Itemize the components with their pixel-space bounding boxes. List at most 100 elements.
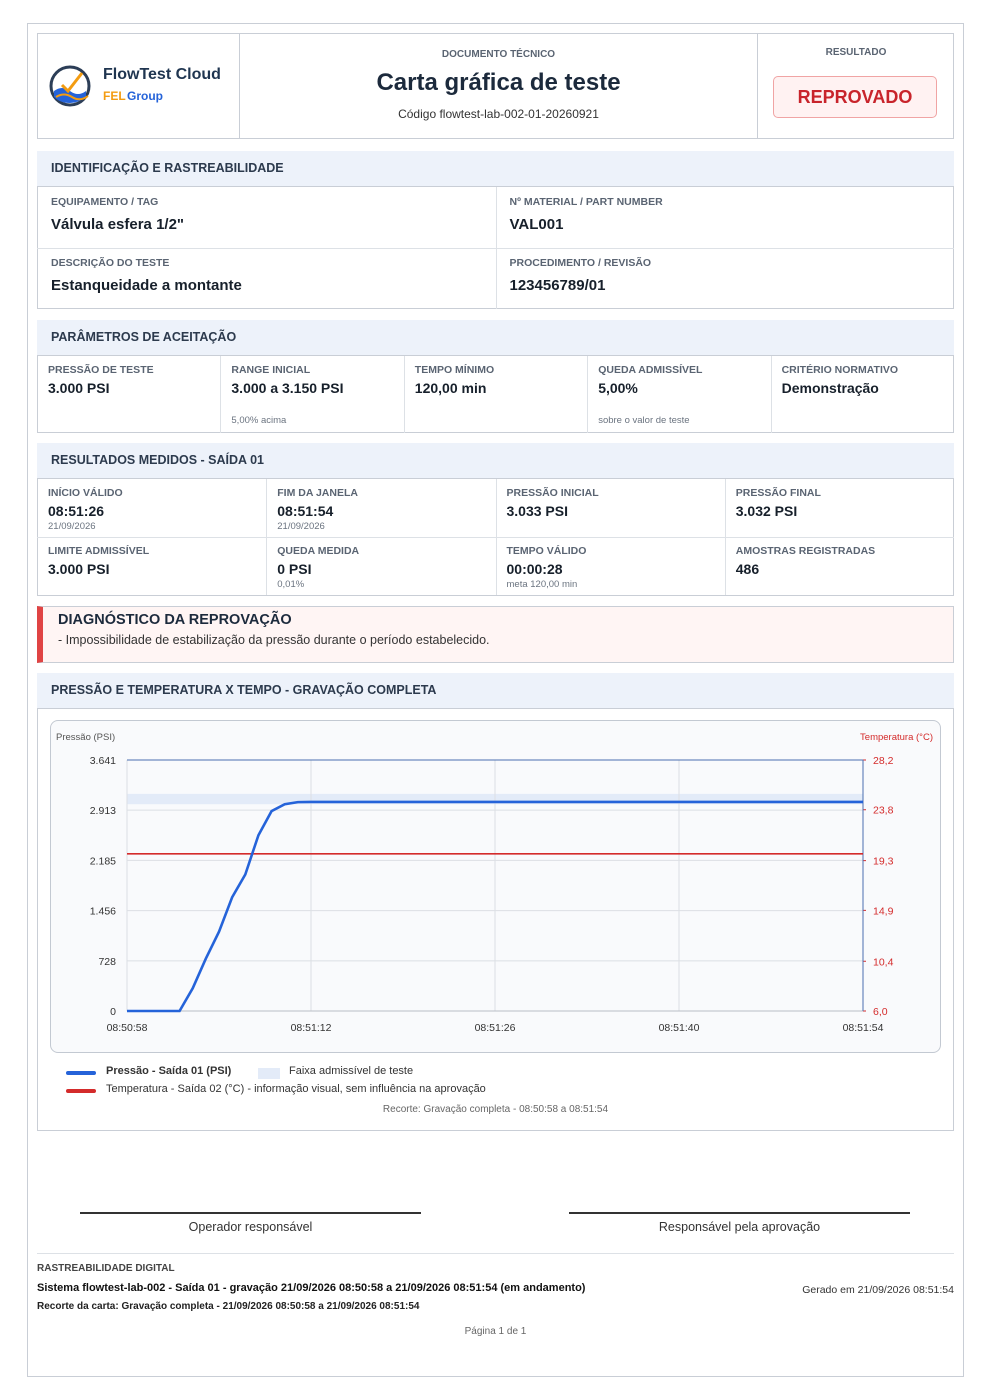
y2-tick-label: 19,3 [873, 856, 894, 868]
signature-label: Responsável pela aprovação [658, 1220, 821, 1234]
footer-title: RASTREABILIDADE DIGITAL [37, 1263, 175, 1274]
diagnosis-text: - Impossibilidade de estabilização da pr… [58, 633, 490, 647]
field-value: Estanqueidade a montante [51, 277, 242, 294]
field-label: TEMPO MÍNIMO [414, 364, 495, 376]
field-value: 3.000 PSI [48, 380, 110, 396]
header-box [37, 33, 954, 139]
field-label: PRESSÃO DE TESTE [48, 364, 154, 376]
y-tick-label: 0 [110, 1006, 116, 1018]
x-tick-label: 08:51:40 [659, 1022, 700, 1034]
field-label: Nº MATERIAL / PART NUMBER [509, 196, 663, 208]
field-value: 3.000 PSI [48, 561, 110, 577]
field-note: 21/09/2026 [277, 521, 325, 532]
field-value: 3.032 PSI [735, 503, 798, 519]
field-value: 08:51:54 [277, 503, 334, 519]
field-label: QUEDA ADMISSÍVEL [598, 364, 703, 376]
doc-title: Carta gráfica de teste [376, 69, 621, 96]
y-tick-label: 1.456 [90, 906, 116, 918]
field-label: PRESSÃO INICIAL [506, 487, 599, 499]
footer-generated: Gerado em 21/09/2026 08:51:54 [802, 1284, 954, 1296]
result-label: RESULTADO [825, 47, 887, 58]
footer-cut: Recorte da carta: Gravação completa - 21… [37, 1301, 420, 1312]
legend-label: Temperatura - Saída 02 (°C) - informação… [106, 1083, 486, 1095]
field-note: 21/09/2026 [48, 521, 96, 532]
y2-tick-label: 14,9 [873, 905, 894, 917]
section-title: PARÂMETROS DE ACEITAÇÃO [37, 320, 954, 356]
field-value: 486 [735, 561, 760, 577]
field-value: 123456789/01 [509, 277, 606, 294]
field-cell [37, 248, 496, 309]
field-note: meta 120,00 min [506, 579, 578, 590]
diagnosis-title: DIAGNÓSTICO DA REPROVAÇÃO [58, 612, 292, 628]
field-cell [495, 537, 725, 595]
footer-system: Sistema flowtest-lab-002 - Saída 01 - gr… [37, 1282, 586, 1294]
field-label: RANGE INICIAL [231, 364, 311, 376]
section-title: RESULTADOS MEDIDOS - SAÍDA 01 [37, 443, 954, 479]
field-label: CRITÉRIO NORMATIVO [781, 364, 899, 376]
header-divider [239, 33, 758, 139]
legend-swatch [258, 1068, 280, 1079]
result-badge: REPROVADO [773, 76, 937, 118]
y2-tick-label: 23,8 [873, 805, 894, 817]
field-value: VAL001 [509, 216, 564, 233]
field-label: LIMITE ADMISSÍVEL [48, 545, 150, 557]
signature-label: Operador responsável [188, 1220, 313, 1234]
legend-swatch [66, 1089, 96, 1093]
field-value: 120,00 min [414, 380, 487, 396]
y2-tick-label: 6,0 [873, 1006, 888, 1018]
signature-line [80, 1212, 421, 1214]
x-tick-label: 08:51:26 [475, 1022, 516, 1034]
field-value: 3.000 a 3.150 PSI [231, 380, 344, 396]
x-tick-label: 08:50:58 [107, 1022, 148, 1034]
field-value: Válvula esfera 1/2" [51, 216, 185, 233]
legend-label: Faixa admissível de teste [289, 1065, 414, 1077]
brand-group-a: FEL [103, 89, 126, 103]
field-cell [266, 479, 495, 537]
section-title: PRESSÃO E TEMPERATURA X TEMPO - GRAVAÇÃO… [37, 673, 954, 709]
section-box [37, 673, 954, 1131]
x-tick-label: 08:51:12 [291, 1022, 332, 1034]
field-label: AMOSTRAS REGISTRADAS [735, 545, 876, 557]
field-cell [724, 479, 954, 537]
diagnosis-box [37, 606, 954, 663]
page-border [27, 23, 964, 1377]
section-title: IDENTIFICAÇÃO E RASTREABILIDADE [37, 151, 954, 187]
field-cell [495, 479, 725, 537]
field-note: 5,00% acima [231, 415, 287, 426]
field-label: PROCEDIMENTO / REVISÃO [509, 257, 652, 269]
field-label: DESCRIÇÃO DO TESTE [51, 257, 170, 269]
field-value: 00:00:28 [506, 561, 563, 577]
field-value: 08:51:26 [48, 503, 105, 519]
y2-axis-title: Temperatura (°C) [860, 732, 933, 743]
field-value: Demonstração [781, 380, 879, 396]
x-tick-label: 08:51:54 [843, 1022, 884, 1034]
signature-line [569, 1212, 910, 1214]
y-axis-title: Pressão (PSI) [56, 732, 115, 743]
field-note: sobre o valor de teste [598, 415, 690, 426]
field-cell [495, 248, 954, 309]
brand-group-b: Group [127, 89, 163, 103]
y2-tick-label: 10,4 [873, 956, 894, 968]
series-line [127, 800, 864, 1013]
field-label: TEMPO VÁLIDO [506, 545, 587, 557]
field-cell [495, 187, 955, 248]
field-value: 0 PSI [277, 561, 312, 577]
y-tick-label: 2.185 [90, 855, 116, 867]
field-label: QUEDA MEDIDA [277, 545, 360, 557]
field-label: INÍCIO VÁLIDO [48, 487, 123, 499]
logo-icon [49, 65, 91, 107]
footer-page: Página 1 de 1 [464, 1326, 527, 1337]
field-label: PRESSÃO FINAL [735, 487, 821, 499]
field-cell [403, 356, 587, 433]
y-tick-label: 2.913 [90, 805, 116, 817]
y-tick-label: 728 [98, 956, 116, 968]
field-cell [37, 537, 267, 595]
field-cell [587, 356, 770, 433]
chart: Pressão (PSI) Temperatura (°C) 0 728 1.456 2.… [56, 732, 933, 1034]
field-cell [770, 356, 954, 433]
field-note: 0,01% [277, 579, 305, 590]
y2-tick-label: 28,2 [873, 755, 894, 767]
legend-label: Pressão - Saída 01 (PSI) [106, 1065, 232, 1077]
field-label: EQUIPAMENTO / TAG [51, 196, 159, 208]
